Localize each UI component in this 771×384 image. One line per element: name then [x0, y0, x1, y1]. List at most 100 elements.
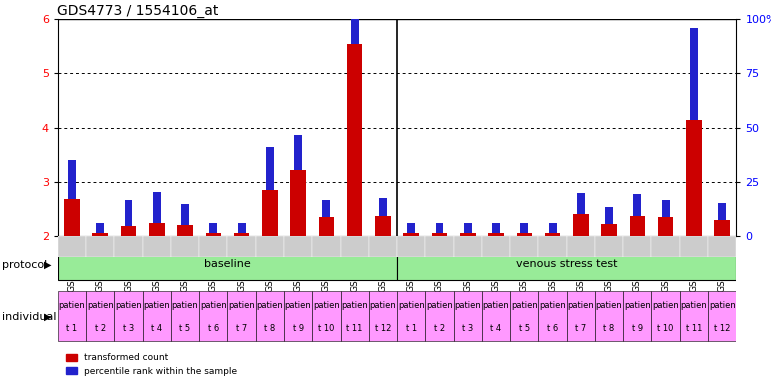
Text: patien: patien: [511, 301, 537, 310]
Text: t 5: t 5: [180, 324, 190, 333]
Bar: [517, 233, 532, 236]
Bar: [284, 236, 312, 257]
Bar: [93, 233, 108, 236]
Text: patien: patien: [652, 301, 679, 310]
Text: GDS4773 / 1554106_at: GDS4773 / 1554106_at: [57, 4, 218, 18]
Bar: [237, 223, 245, 233]
Bar: [595, 236, 623, 257]
Text: ▶: ▶: [44, 312, 52, 322]
Bar: [153, 192, 160, 223]
Bar: [114, 291, 143, 341]
Bar: [291, 170, 306, 236]
Bar: [397, 236, 426, 257]
Text: t 9: t 9: [292, 324, 304, 333]
Bar: [68, 160, 76, 199]
Bar: [379, 198, 387, 215]
Text: patien: patien: [709, 301, 736, 310]
Bar: [318, 217, 334, 236]
Text: patien: patien: [483, 301, 510, 310]
Text: patien: patien: [567, 301, 594, 310]
Bar: [375, 215, 391, 236]
Bar: [58, 236, 86, 257]
Text: t 11: t 11: [685, 324, 702, 333]
Text: patien: patien: [87, 301, 113, 310]
Text: ▶: ▶: [44, 260, 52, 270]
Bar: [256, 291, 284, 341]
Bar: [567, 236, 595, 257]
Text: patien: patien: [200, 301, 227, 310]
Text: patien: patien: [454, 301, 481, 310]
Text: t 6: t 6: [547, 324, 558, 333]
Bar: [432, 233, 447, 236]
Bar: [605, 207, 613, 224]
Bar: [719, 202, 726, 220]
Bar: [177, 225, 193, 236]
Bar: [690, 28, 698, 119]
Text: patien: patien: [369, 301, 396, 310]
Text: patien: patien: [342, 301, 368, 310]
Text: t 10: t 10: [658, 324, 674, 333]
Bar: [143, 291, 171, 341]
Bar: [708, 291, 736, 341]
Bar: [651, 236, 680, 257]
Bar: [460, 233, 476, 236]
Text: patien: patien: [228, 301, 255, 310]
Bar: [312, 236, 341, 257]
Text: t 2: t 2: [434, 324, 445, 333]
Text: t 8: t 8: [604, 324, 614, 333]
Bar: [545, 233, 561, 236]
Text: t 12: t 12: [375, 324, 391, 333]
Text: t 6: t 6: [207, 324, 219, 333]
Text: t 11: t 11: [346, 324, 363, 333]
Bar: [453, 236, 482, 257]
Text: t 1: t 1: [66, 324, 78, 333]
Bar: [538, 291, 567, 341]
Bar: [651, 291, 680, 341]
Text: t 3: t 3: [123, 324, 134, 333]
Text: t 8: t 8: [264, 324, 275, 333]
Bar: [206, 233, 221, 236]
Bar: [171, 291, 199, 341]
Bar: [510, 236, 538, 257]
Text: patien: patien: [115, 301, 142, 310]
Bar: [199, 236, 227, 257]
Text: t 10: t 10: [318, 324, 335, 333]
Bar: [262, 190, 278, 236]
Bar: [121, 227, 136, 236]
Text: patien: patien: [681, 301, 707, 310]
Bar: [96, 223, 104, 233]
Bar: [114, 236, 143, 257]
Text: patien: patien: [257, 301, 283, 310]
Text: t 9: t 9: [631, 324, 643, 333]
Bar: [634, 194, 641, 215]
Text: t 1: t 1: [406, 324, 417, 333]
Bar: [234, 233, 249, 236]
Text: patien: patien: [284, 301, 311, 310]
Bar: [58, 248, 397, 280]
Bar: [227, 291, 256, 341]
Text: patien: patien: [59, 301, 86, 310]
Text: patien: patien: [426, 301, 453, 310]
Bar: [662, 200, 669, 217]
Bar: [86, 291, 114, 341]
Legend: transformed count, percentile rank within the sample: transformed count, percentile rank withi…: [62, 350, 241, 379]
Text: patien: patien: [313, 301, 340, 310]
Bar: [488, 233, 503, 236]
Bar: [341, 236, 369, 257]
Bar: [538, 236, 567, 257]
Text: t 2: t 2: [95, 324, 106, 333]
Bar: [86, 236, 114, 257]
Bar: [630, 215, 645, 236]
Bar: [492, 223, 500, 233]
Bar: [266, 147, 274, 190]
Bar: [181, 204, 189, 225]
Bar: [453, 291, 482, 341]
Bar: [407, 223, 415, 233]
Text: baseline: baseline: [204, 259, 251, 269]
Bar: [549, 223, 557, 233]
Bar: [403, 233, 419, 236]
Bar: [227, 236, 256, 257]
Bar: [143, 236, 171, 257]
Bar: [369, 291, 397, 341]
Bar: [520, 223, 528, 233]
